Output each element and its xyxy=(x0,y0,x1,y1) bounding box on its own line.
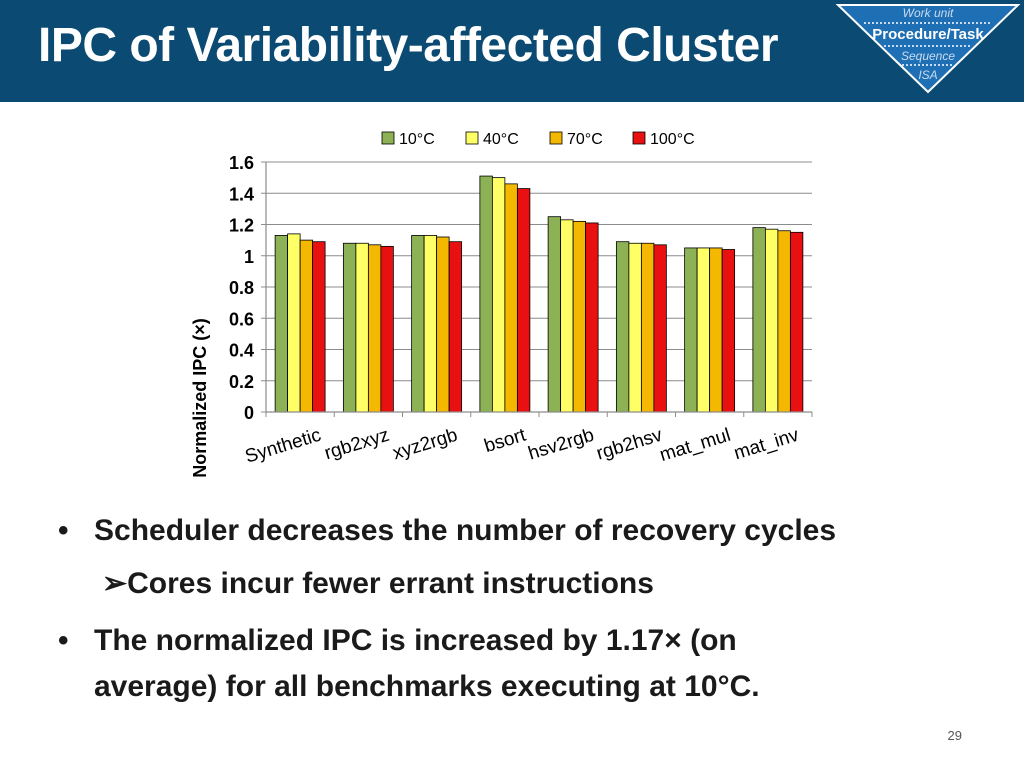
legend-swatch xyxy=(465,131,479,145)
chart-bars xyxy=(274,175,804,413)
bar-rgb2hsv-40°C xyxy=(628,242,642,413)
bar-bsort-10°C xyxy=(479,175,493,413)
bar-mat_inv-70°C xyxy=(777,230,791,413)
x-tick-label: mat_inv xyxy=(732,425,802,465)
bar-mat_inv-10°C xyxy=(752,227,766,413)
bar-rgb2hsv-100°C xyxy=(653,244,667,413)
bar-hsv2rgb-100°C xyxy=(585,222,599,413)
x-tick-label: Synthetic xyxy=(243,425,324,468)
slide-title: IPC of Variability-affected Cluster xyxy=(38,19,779,72)
bullet-glyph: • xyxy=(58,624,69,657)
bar-rgb2xyz-70°C xyxy=(367,244,382,413)
y-tick-label: 0.6 xyxy=(229,309,254,329)
x-tick-label: rgb2hsv xyxy=(594,425,665,465)
legend-label: 70°C xyxy=(567,131,603,148)
bar-hsv2rgb-40°C xyxy=(560,219,574,413)
y-tick-label: 0.8 xyxy=(229,278,254,298)
x-tick-label: bsort xyxy=(482,424,529,457)
bar-rgb2hsv-10°C xyxy=(615,241,630,413)
y-tick-label: 1.4 xyxy=(229,184,254,204)
bar-bsort-100°C xyxy=(516,188,531,413)
bullet-1-text: Scheduler decreases the number of recove… xyxy=(94,514,837,547)
chart-legend: 10°C 40°C 70°C 100°C xyxy=(381,131,695,148)
badge-work-unit: Work unit xyxy=(903,6,954,20)
legend-swatch xyxy=(381,131,395,145)
badge-isa: ISA xyxy=(918,68,937,82)
bullet-1: • Scheduler decreases the number of recov… xyxy=(58,514,836,548)
bar-rgb2xyz-40°C xyxy=(355,242,369,413)
page-number: 29 xyxy=(947,728,962,743)
sub-bullet-1-text: Cores incur fewer errant instructions xyxy=(127,567,654,600)
badge-sequence: Sequence xyxy=(901,49,955,63)
legend-swatch xyxy=(632,131,646,145)
bar-hsv2rgb-10°C xyxy=(547,216,562,413)
bar-bsort-40°C xyxy=(491,177,506,413)
y-tick-label: 1 xyxy=(244,247,254,267)
bar-rgb2hsv-70°C xyxy=(640,242,655,413)
y-tick-label: 0.4 xyxy=(229,341,254,361)
bar-Synthetic-70°C xyxy=(299,239,314,413)
bar-mat_mul-10°C xyxy=(684,247,698,413)
bar-xyz2rgb-70°C xyxy=(436,236,450,413)
bar-xyz2rgb-40°C xyxy=(423,235,438,413)
sub-bullet-arrow-icon: ➢ xyxy=(102,567,128,600)
bullet-2: • The normalized IPC is increased by 1.17… xyxy=(58,618,958,710)
y-tick-label: 1.2 xyxy=(229,216,254,236)
badge-procedure-task: Procedure/Task xyxy=(872,26,984,43)
bar-rgb2xyz-10°C xyxy=(342,242,357,413)
legend-label: 10°C xyxy=(399,131,435,148)
badge-triangle xyxy=(835,4,1021,94)
title-bar: IPC of Variability-affected Cluster Work… xyxy=(0,0,1024,102)
x-tick-label: xyz2rgb xyxy=(390,425,460,465)
legend-swatch xyxy=(549,131,563,145)
bar-xyz2rgb-10°C xyxy=(411,235,425,413)
y-tick-label: 0 xyxy=(244,403,254,423)
bullet-glyph: • xyxy=(58,514,69,547)
bullet-2-text-line2: average) for all benchmarks executing at… xyxy=(94,670,760,703)
x-tick-label: hsv2rgb xyxy=(526,425,597,465)
bar-mat_mul-40°C xyxy=(696,247,711,413)
ipc-bar-chart: 0 0.2 0.4 0.6 0.8 1 1.2 1.4 1.6 Syntheticrgb2xyz… xyxy=(190,131,813,478)
sub-bullet-1: ➢Cores incur fewer errant instructions xyxy=(102,566,654,601)
bar-Synthetic-40°C xyxy=(287,233,301,413)
bar-Synthetic-10°C xyxy=(274,235,289,413)
bar-mat_mul-100°C xyxy=(721,249,736,413)
x-tick-label: rgb2xyz xyxy=(322,425,392,465)
abstraction-level-badge: Work unit Procedure/Task Sequence ISA xyxy=(835,4,1021,94)
bar-mat_mul-70°C xyxy=(709,247,723,413)
bullet-2-text-line1: The normalized IPC is increased by 1.17×… xyxy=(94,624,737,657)
chart-axes xyxy=(261,161,813,417)
x-tick-label: mat_mul xyxy=(657,425,733,466)
bar-mat_inv-40°C xyxy=(764,228,779,413)
bar-rgb2xyz-100°C xyxy=(380,245,394,413)
bar-hsv2rgb-70°C xyxy=(572,220,587,413)
y-tick-label: 0.2 xyxy=(229,372,254,392)
legend-label: 40°C xyxy=(483,131,519,148)
bar-mat_inv-100°C xyxy=(789,231,804,413)
legend-label: 100°C xyxy=(650,131,695,148)
y-axis-label: Normalized IPC (×) xyxy=(190,318,210,478)
bar-Synthetic-100°C xyxy=(312,241,326,413)
y-tick-label: 1.6 xyxy=(229,153,254,173)
y-tick-labels: 0 0.2 0.4 0.6 0.8 1 1.2 1.4 1.6 xyxy=(229,153,254,423)
bar-bsort-70°C xyxy=(504,183,518,413)
bar-xyz2rgb-100°C xyxy=(448,241,463,413)
